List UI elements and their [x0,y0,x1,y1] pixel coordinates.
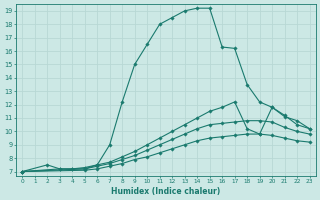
X-axis label: Humidex (Indice chaleur): Humidex (Indice chaleur) [111,187,220,196]
